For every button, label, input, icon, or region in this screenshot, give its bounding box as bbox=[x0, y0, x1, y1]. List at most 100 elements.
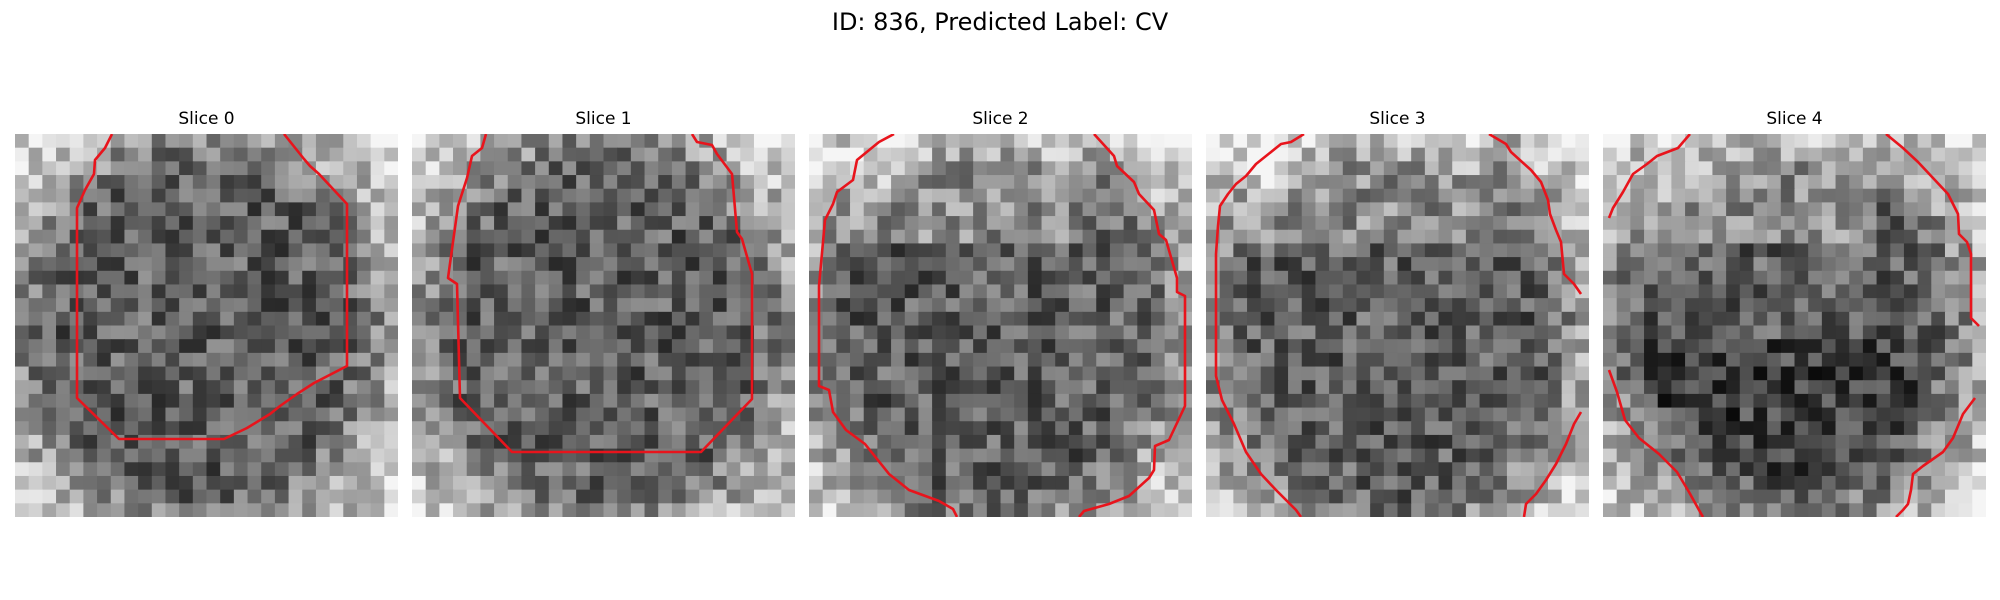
pixel bbox=[617, 380, 632, 395]
pixel bbox=[138, 161, 153, 176]
pixel bbox=[233, 229, 249, 245]
pixel bbox=[1493, 147, 1508, 162]
pixel bbox=[712, 380, 728, 395]
pixel bbox=[562, 202, 577, 217]
pixel bbox=[1068, 407, 1084, 422]
pixel bbox=[384, 352, 398, 368]
pixel bbox=[1630, 202, 1645, 217]
pixel bbox=[1027, 188, 1043, 203]
pixel bbox=[1944, 270, 1960, 286]
pixel bbox=[1274, 257, 1289, 272]
pixel bbox=[1274, 339, 1289, 354]
pixel bbox=[507, 325, 523, 340]
pixel bbox=[1260, 257, 1275, 272]
pixel bbox=[1150, 366, 1166, 381]
pixel bbox=[1575, 434, 1589, 450]
pixel bbox=[15, 462, 30, 477]
pixel bbox=[356, 489, 372, 504]
pixel bbox=[1931, 188, 1946, 203]
pixel bbox=[1616, 503, 1631, 517]
pixel bbox=[1561, 407, 1576, 422]
pixel bbox=[1808, 202, 1823, 217]
pixel bbox=[1397, 216, 1412, 231]
pixel bbox=[206, 503, 221, 517]
pixel bbox=[726, 380, 741, 395]
pixel bbox=[1780, 175, 1796, 190]
pixel bbox=[1890, 161, 1905, 176]
pixel bbox=[1082, 243, 1097, 258]
pixel bbox=[151, 475, 167, 491]
pixel bbox=[1575, 216, 1589, 231]
pixel bbox=[69, 134, 84, 149]
pixel bbox=[822, 257, 837, 272]
pixel bbox=[343, 270, 358, 286]
pixel bbox=[671, 134, 687, 149]
pixel bbox=[904, 243, 920, 258]
pixel bbox=[288, 175, 303, 190]
pixel bbox=[945, 366, 961, 381]
pixel bbox=[1685, 175, 1700, 190]
pixel bbox=[658, 257, 673, 272]
pixel bbox=[1712, 161, 1727, 176]
pixel bbox=[1890, 407, 1905, 422]
pixel bbox=[1794, 393, 1809, 409]
pixel bbox=[1150, 284, 1166, 299]
pixel bbox=[425, 475, 440, 491]
pixel bbox=[1424, 216, 1440, 231]
pixel bbox=[1096, 243, 1111, 258]
pixel bbox=[753, 352, 769, 368]
pixel bbox=[1329, 216, 1344, 231]
pixel bbox=[1000, 284, 1015, 299]
pixel bbox=[576, 134, 591, 149]
pixel bbox=[1534, 147, 1549, 162]
pixel bbox=[1301, 175, 1317, 190]
pixel bbox=[1206, 352, 1221, 368]
pixel bbox=[370, 188, 385, 203]
pixel bbox=[1438, 407, 1453, 422]
pixel bbox=[1082, 298, 1097, 313]
pixel bbox=[370, 489, 385, 504]
pixel bbox=[507, 421, 523, 436]
pixel bbox=[1479, 366, 1494, 381]
pixel bbox=[1753, 202, 1768, 217]
pixel bbox=[535, 462, 550, 477]
pixel bbox=[1603, 407, 1618, 422]
pixel bbox=[1616, 434, 1631, 450]
pixel bbox=[1794, 202, 1809, 217]
pixel bbox=[740, 407, 755, 422]
pixel bbox=[630, 366, 646, 381]
pixel bbox=[891, 503, 906, 517]
pixel bbox=[97, 448, 112, 463]
pixel bbox=[822, 147, 837, 162]
pixel bbox=[356, 202, 372, 217]
pixel bbox=[233, 284, 249, 299]
pixel bbox=[1150, 339, 1166, 354]
pixel bbox=[1164, 339, 1179, 354]
pixel bbox=[685, 257, 700, 272]
pixel bbox=[589, 462, 605, 477]
pixel bbox=[877, 475, 892, 491]
pixel bbox=[28, 380, 43, 395]
contour-line bbox=[1214, 134, 1305, 517]
pixel bbox=[1821, 489, 1837, 504]
pixel bbox=[480, 393, 495, 409]
pixel bbox=[753, 503, 769, 517]
pixel bbox=[179, 434, 194, 450]
pixel bbox=[1164, 175, 1179, 190]
pixel bbox=[1233, 339, 1248, 354]
pixel bbox=[439, 284, 454, 299]
pixel bbox=[1931, 298, 1946, 313]
grayscale-pixels bbox=[1603, 134, 1986, 517]
pixel bbox=[1178, 216, 1192, 231]
pixel bbox=[644, 270, 659, 286]
pixel bbox=[1206, 393, 1221, 409]
pixel bbox=[1301, 257, 1317, 272]
pixel bbox=[1383, 366, 1399, 381]
pixel bbox=[1411, 380, 1426, 395]
pixel bbox=[521, 229, 536, 245]
pixel bbox=[781, 175, 795, 190]
pixel bbox=[1520, 475, 1535, 491]
pixel bbox=[1575, 175, 1589, 190]
pixel bbox=[138, 503, 153, 517]
pixel bbox=[781, 202, 795, 217]
